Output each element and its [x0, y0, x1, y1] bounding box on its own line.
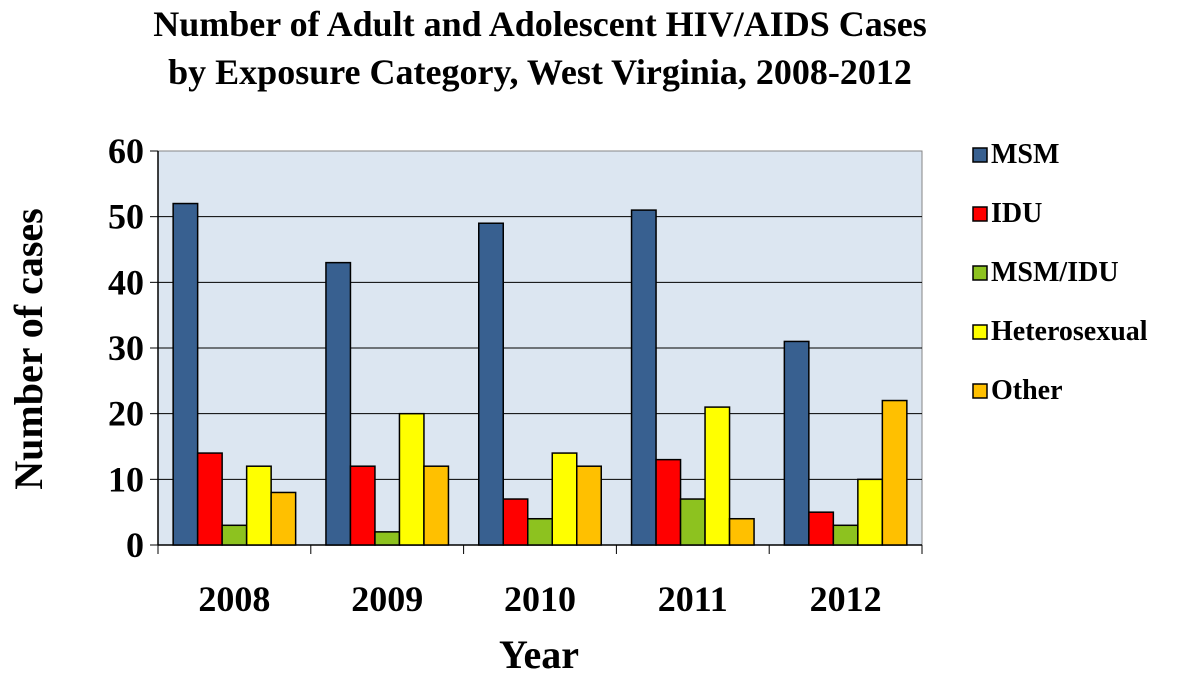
- legend-label: MSM: [991, 139, 1059, 170]
- bar-heterosexual-2012: [857, 478, 884, 546]
- y-tick-label: 40: [108, 262, 144, 302]
- legend-label: Heterosexual: [991, 316, 1148, 347]
- legend-label: MSM/IDU: [991, 257, 1119, 288]
- bar-msm-2012: [783, 340, 810, 546]
- chart-title-line2: by Exposure Category, West Virginia, 200…: [168, 52, 912, 92]
- bar-msm-2011: [630, 209, 657, 546]
- bar-other-2008: [270, 491, 297, 546]
- y-tick-label: 50: [108, 197, 144, 237]
- bar-msm-2008: [172, 202, 199, 546]
- legend: MSM IDU MSM/IDU Heterosexual Other: [972, 139, 1148, 406]
- x-tick-label: 2009: [351, 579, 423, 619]
- legend-swatch-msm: [972, 147, 988, 163]
- bar-idu-2011: [655, 458, 682, 546]
- x-axis-title: Year: [499, 632, 579, 673]
- bar-other-2010: [576, 465, 602, 546]
- bar-heterosexual-2008: [245, 465, 272, 546]
- bar-msm-2009: [325, 261, 352, 546]
- bar-other-2012: [881, 399, 908, 546]
- y-tick-label: 60: [108, 131, 144, 171]
- bar-other-2009: [423, 465, 450, 546]
- bar-other-2011: [728, 517, 755, 546]
- legend-swatch-heterosexual: [972, 324, 988, 340]
- bar-idu-2008: [196, 452, 223, 546]
- x-tick-label: 2008: [198, 579, 270, 619]
- bar-idu-2009: [349, 465, 376, 546]
- bar-heterosexual-2011: [704, 406, 731, 546]
- chart-title-line1: Number of Adult and Adolescent HIV/AIDS …: [153, 4, 926, 44]
- legend-swatch-idu: [972, 206, 988, 222]
- x-tick-label: 2011: [658, 579, 728, 619]
- x-tick-label: 2010: [504, 579, 576, 619]
- bar-idu-2010: [502, 498, 529, 546]
- bar-msm-2010: [478, 222, 504, 546]
- bar-msm-idu-2011: [679, 498, 706, 546]
- legend-swatch-msm-idu: [972, 265, 988, 281]
- bar-msm-idu-2008: [221, 524, 248, 546]
- bar-idu-2012: [808, 511, 835, 546]
- bar-msm-idu-2012: [832, 524, 859, 546]
- y-tick-label: 0: [126, 525, 144, 565]
- y-tick-label: 30: [108, 328, 144, 368]
- y-tick-label: 10: [108, 459, 144, 499]
- y-axis-title: Number of cases: [6, 208, 51, 489]
- x-tick-label: 2012: [810, 579, 882, 619]
- bar-msm-idu-2010: [527, 517, 553, 546]
- legend-swatch-other: [972, 383, 988, 399]
- bar-msm-idu-2009: [374, 531, 401, 546]
- legend-label: Other: [991, 375, 1063, 406]
- plot-area: 0 10 20 30 40 50 60 2008 2009 2010 2011 2012: [108, 131, 923, 619]
- bar-heterosexual-2009: [398, 412, 425, 546]
- bar-heterosexual-2010: [551, 452, 578, 546]
- legend-label: IDU: [991, 198, 1042, 229]
- y-tick-label: 20: [108, 394, 144, 434]
